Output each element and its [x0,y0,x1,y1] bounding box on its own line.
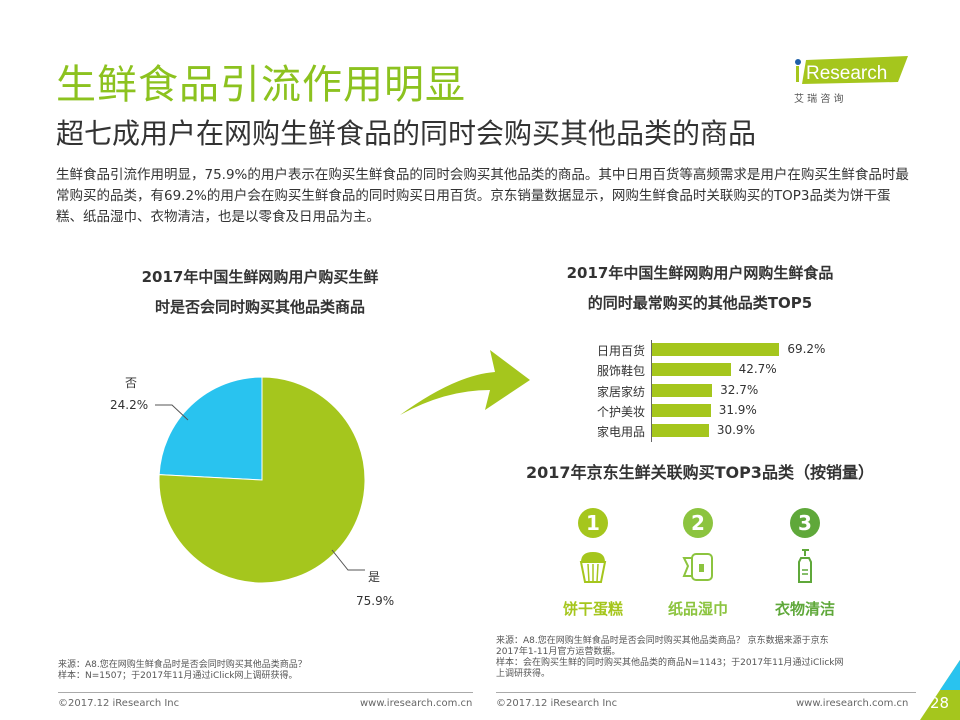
pie-chart [155,376,366,584]
bar-value: 69.2% [787,342,826,356]
divider [58,692,473,693]
bar [652,343,780,356]
bar-category: 日用百货 [596,344,645,358]
pie-chart-title: 2017年中国生鲜网购用户购买生鲜 时是否会同时购买其他品类商品 [141,268,379,316]
bar-value: 31.9% [718,402,757,417]
top3-title: 2017年京东生鲜关联购买TOP3品类（按销量） [526,463,874,482]
leader-line [155,404,189,421]
rank-badge: 2 [683,508,713,538]
tissue-roll-icon [682,553,713,581]
svg-text:Research: Research [806,63,887,84]
corner-decoration [920,660,960,720]
bar-value: 30.9% [716,423,755,438]
divider [496,692,916,693]
copyright-right: ©2017.12 iResearch Inc [496,698,618,709]
right-source-1: 来源：A8.您在网购生鲜食品时是否会同时购买其他品类商品？ 京东数据来源于京东 [496,636,829,646]
page-subtitle: 超七成用户在网购生鲜食品的同时会购买其他品类的商品 [56,117,757,150]
bar-category: 家电用品 [596,425,645,440]
bar [652,424,709,438]
left-source: 来源：A8.您在网购生鲜食品时是否会同时购买其他品类商品？ [58,660,307,670]
rank-badge: 3 [790,508,820,538]
bar-chart: 日用百货 69.2% 服饰鞋包 42.7% 家居家纺 32.7% 个护美妆 31.9% 家电用品… [560,340,860,444]
right-source-2: 2017年1-11月官方运营数据。 [496,647,621,657]
intro-text: 生鲜食品引流作用明显，75.9%的用户表示在购买生鲜食品的同时会购买其他品类的商… [56,167,909,225]
bar-category: 家居家纺 [596,384,645,399]
pie-slice-no [158,376,263,481]
right-sample-2: 上调研获得。 [496,669,551,679]
page-number: 28 [930,694,950,712]
url-right: www.iresearch.com.cn [796,698,909,709]
rank-badge: 1 [578,508,608,538]
url-left: www.iresearch.com.cn [360,698,473,709]
detergent-bottle-icon [798,549,812,583]
page-title: 生鲜食品引流作用明显 [56,62,466,108]
arrow-icon [400,350,530,415]
bar [652,403,711,417]
top3-item-name: 纸品湿巾 [667,600,728,618]
pie-slice-yes [158,376,366,584]
bar-category: 服饰鞋包 [596,364,645,379]
pie-value-no: 24.2% [110,398,149,412]
top3-item-name: 饼干蛋糕 [562,600,623,618]
pie-label-no: 否 [125,376,138,390]
bar [652,383,713,397]
right-sample-1: 样本：会在购买生鲜的同时购买其他品类的商品N=1143；于2017年11月通过i… [496,658,844,668]
iresearch-logo: Research 艾 瑞 咨 询 [784,52,914,105]
bar [652,363,731,377]
pie-label-yes: 是 [368,570,381,584]
bar-value: 42.7% [738,362,777,377]
copyright-left: ©2017.12 iResearch Inc [58,698,180,709]
left-sample: 样本：N=1507；于2017年11月通过iClick网上调研获得。 [58,671,298,681]
leader-line [331,549,365,571]
bar-category: 个护美妆 [596,404,645,419]
bar-value: 32.7% [720,382,759,397]
bar-chart-title: 2017年中国生鲜网购用户网购生鲜食品 的同时最常购买的其他品类TOP5 [566,264,834,312]
logo-cn: 艾 瑞 咨 询 [794,94,844,105]
pie-value-yes: 75.9% [356,594,395,608]
top3-item-name: 衣物清洁 [774,600,835,618]
cupcake-icon [579,552,607,583]
bar-axis [651,340,652,442]
